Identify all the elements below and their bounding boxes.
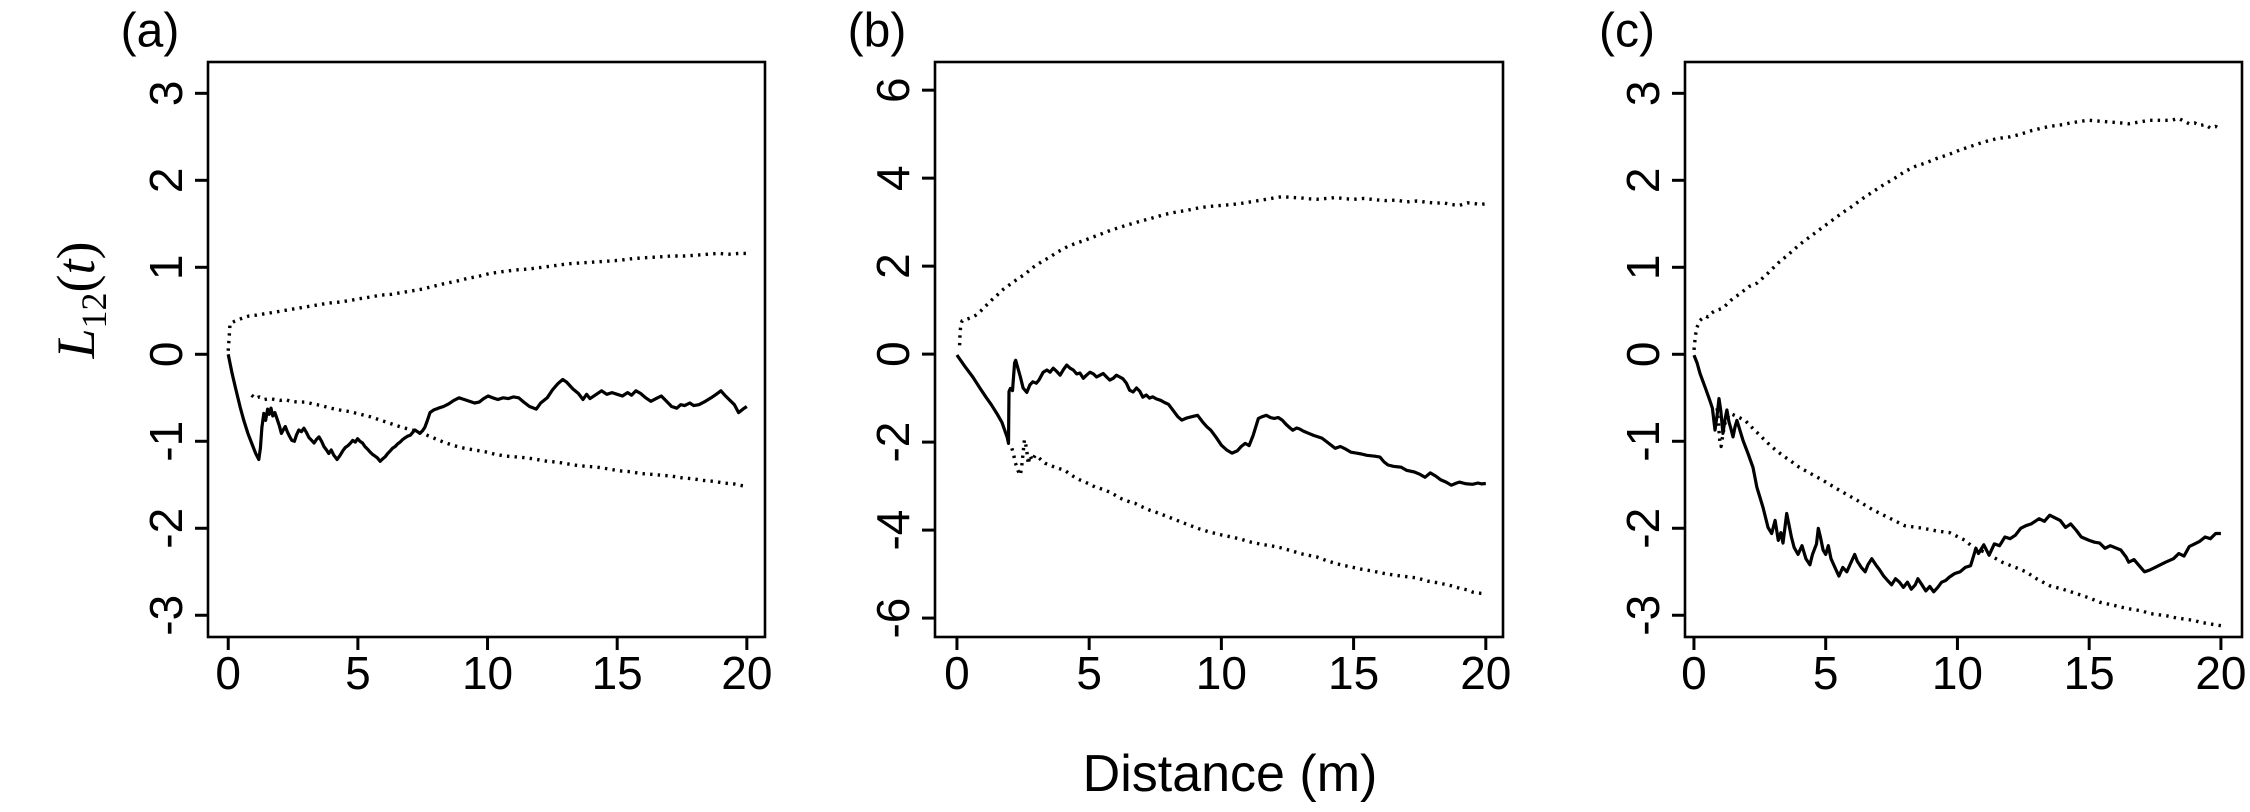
- y-tick-label: -3: [1617, 595, 1669, 636]
- y-axis-title-open-paren: (: [46, 274, 107, 293]
- panel-label-a: (a): [120, 4, 180, 58]
- x-tick-label: 0: [215, 647, 241, 699]
- series-observed-L12: [1692, 354, 2221, 594]
- y-tick-label: -1: [140, 421, 192, 462]
- y-tick-label: -2: [867, 422, 919, 463]
- x-tick-label: 20: [721, 647, 772, 699]
- x-tick-label: 10: [1932, 647, 1983, 699]
- y-tick-label: 0: [867, 341, 919, 367]
- y-tick-label: -2: [140, 508, 192, 549]
- y-tick-label: 1: [140, 254, 192, 280]
- series-upper-envelope: [226, 251, 747, 351]
- y-tick-label: 3: [140, 81, 192, 107]
- series-lower-envelope: [1010, 438, 1486, 596]
- x-tick-label: 5: [345, 647, 371, 699]
- series-observed-L12: [226, 353, 748, 463]
- panel-c: 0 5 10 15 20 -3 -2 -1 0 1 2 3: [1617, 60, 2247, 699]
- y-tick-label: -2: [1617, 508, 1669, 549]
- y-tick-label: 0: [140, 341, 192, 367]
- x-axis-title: Distance (m): [1082, 745, 1378, 803]
- plot-box: [933, 60, 1505, 639]
- x-tick-label: 0: [944, 647, 970, 699]
- y-tick-label: 1: [1617, 254, 1669, 280]
- y-axis-title-subscript: 12: [73, 292, 114, 329]
- y-tick-label: 2: [140, 168, 192, 194]
- plot-box: [206, 60, 767, 639]
- panel-b: 0 5 10 15 20 -6 -4 -2 0 2 4 6: [867, 60, 1511, 699]
- y-tick-label: 6: [867, 77, 919, 103]
- plot-box: [1683, 60, 2244, 639]
- series-lower-envelope: [250, 393, 748, 489]
- x-tick-label: 5: [1076, 647, 1102, 699]
- series-upper-envelope: [957, 194, 1487, 346]
- y-axis-title-argument: t: [46, 259, 107, 275]
- y-tick-label: 0: [1617, 341, 1669, 367]
- y-axis-title-symbol: L: [46, 328, 107, 359]
- y-tick-label: -3: [140, 595, 192, 636]
- x-tick-label: 10: [1196, 647, 1247, 699]
- panel-label-c: (c): [1599, 4, 1655, 58]
- y-tick-label: -6: [867, 598, 919, 639]
- y-tick-label: 2: [1617, 168, 1669, 194]
- x-tick-label: 15: [592, 647, 643, 699]
- y-axis-title: L12(t): [45, 241, 115, 358]
- x-tick-label: 10: [462, 647, 513, 699]
- x-tick-label: 15: [2064, 647, 2115, 699]
- x-tick-label: 20: [1460, 647, 1511, 699]
- y-tick-label: -1: [1617, 421, 1669, 462]
- y-axis-title-close-paren: ): [46, 241, 107, 260]
- series-upper-envelope: [1692, 116, 2222, 351]
- panel-a: 0 5 10 15 20 -3 -2 -1 0 1 2 3: [140, 60, 772, 699]
- y-tick-label: 2: [867, 253, 919, 279]
- panel-label-b: (b): [847, 4, 907, 58]
- x-tick-label: 20: [2195, 647, 2246, 699]
- y-tick-label: 3: [1617, 81, 1669, 107]
- series-lower-envelope: [1715, 408, 2222, 628]
- x-tick-label: 15: [1328, 647, 1379, 699]
- y-tick-label: -4: [867, 510, 919, 551]
- x-tick-label: 0: [1681, 647, 1707, 699]
- y-tick-label: 4: [867, 165, 919, 191]
- series-observed-L12: [955, 354, 1486, 487]
- x-tick-label: 5: [1813, 647, 1839, 699]
